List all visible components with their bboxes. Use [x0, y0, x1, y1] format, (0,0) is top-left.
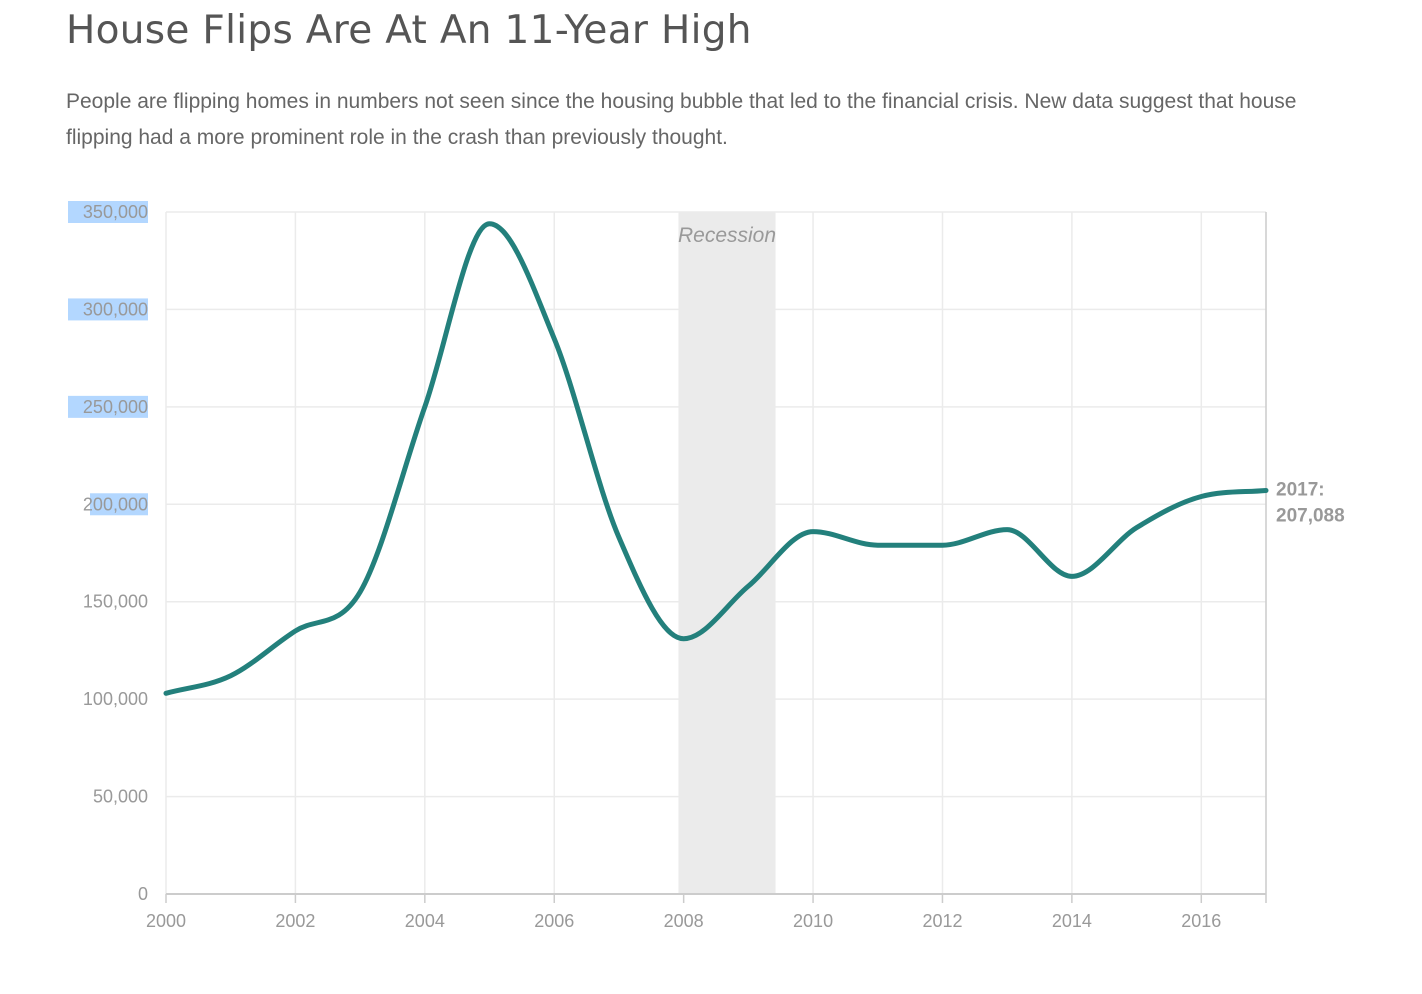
- y-tick-label-highlight: [68, 201, 148, 223]
- y-tick-label: 350,000: [83, 202, 148, 222]
- y-tick-label: 100,000: [83, 689, 148, 709]
- chart-title: House Flips Are At An 11-Year High: [66, 8, 752, 53]
- chart-subtitle: People are flipping homes in numbers not…: [66, 90, 1297, 149]
- series-line-house-flips: [163, 221, 1269, 696]
- y-tick-label-highlight: [90, 493, 148, 516]
- recession-band: [678, 212, 776, 894]
- y-tick-label: 300,000: [83, 299, 148, 319]
- y-tick-label: 50,000: [93, 787, 148, 807]
- grid: [165, 211, 1266, 894]
- x-tick-label: 2004: [405, 911, 445, 931]
- y-tick-label-highlight: [68, 395, 148, 418]
- end-year-label: 2017:: [1276, 479, 1325, 500]
- x-tick-label: 2012: [922, 911, 962, 931]
- axes: 0 50,000 100,000 150,000 200,000 250,000 300,0…: [68, 201, 1267, 931]
- x-tick-label: 2008: [664, 911, 704, 931]
- y-tick-label-highlight: [68, 298, 148, 321]
- y-tick-label: 250,000: [83, 397, 148, 417]
- x-tick-label: 2006: [534, 911, 574, 931]
- x-tick-label: 2002: [275, 911, 315, 931]
- y-tick-label: 150,000: [83, 592, 148, 612]
- recession-label: Recession: [678, 224, 776, 247]
- end-value-label: 207,088: [1276, 505, 1345, 526]
- end-value-annotation: 2017: 207,088: [1276, 479, 1345, 526]
- y-tick-label: 200,000: [83, 494, 148, 514]
- x-tick-label: 2010: [793, 911, 833, 931]
- x-tick-label: 2014: [1052, 911, 1092, 931]
- y-tick-label: 0: [138, 884, 148, 904]
- x-tick-label: 2016: [1181, 911, 1221, 931]
- x-tick-label: 2000: [146, 911, 186, 931]
